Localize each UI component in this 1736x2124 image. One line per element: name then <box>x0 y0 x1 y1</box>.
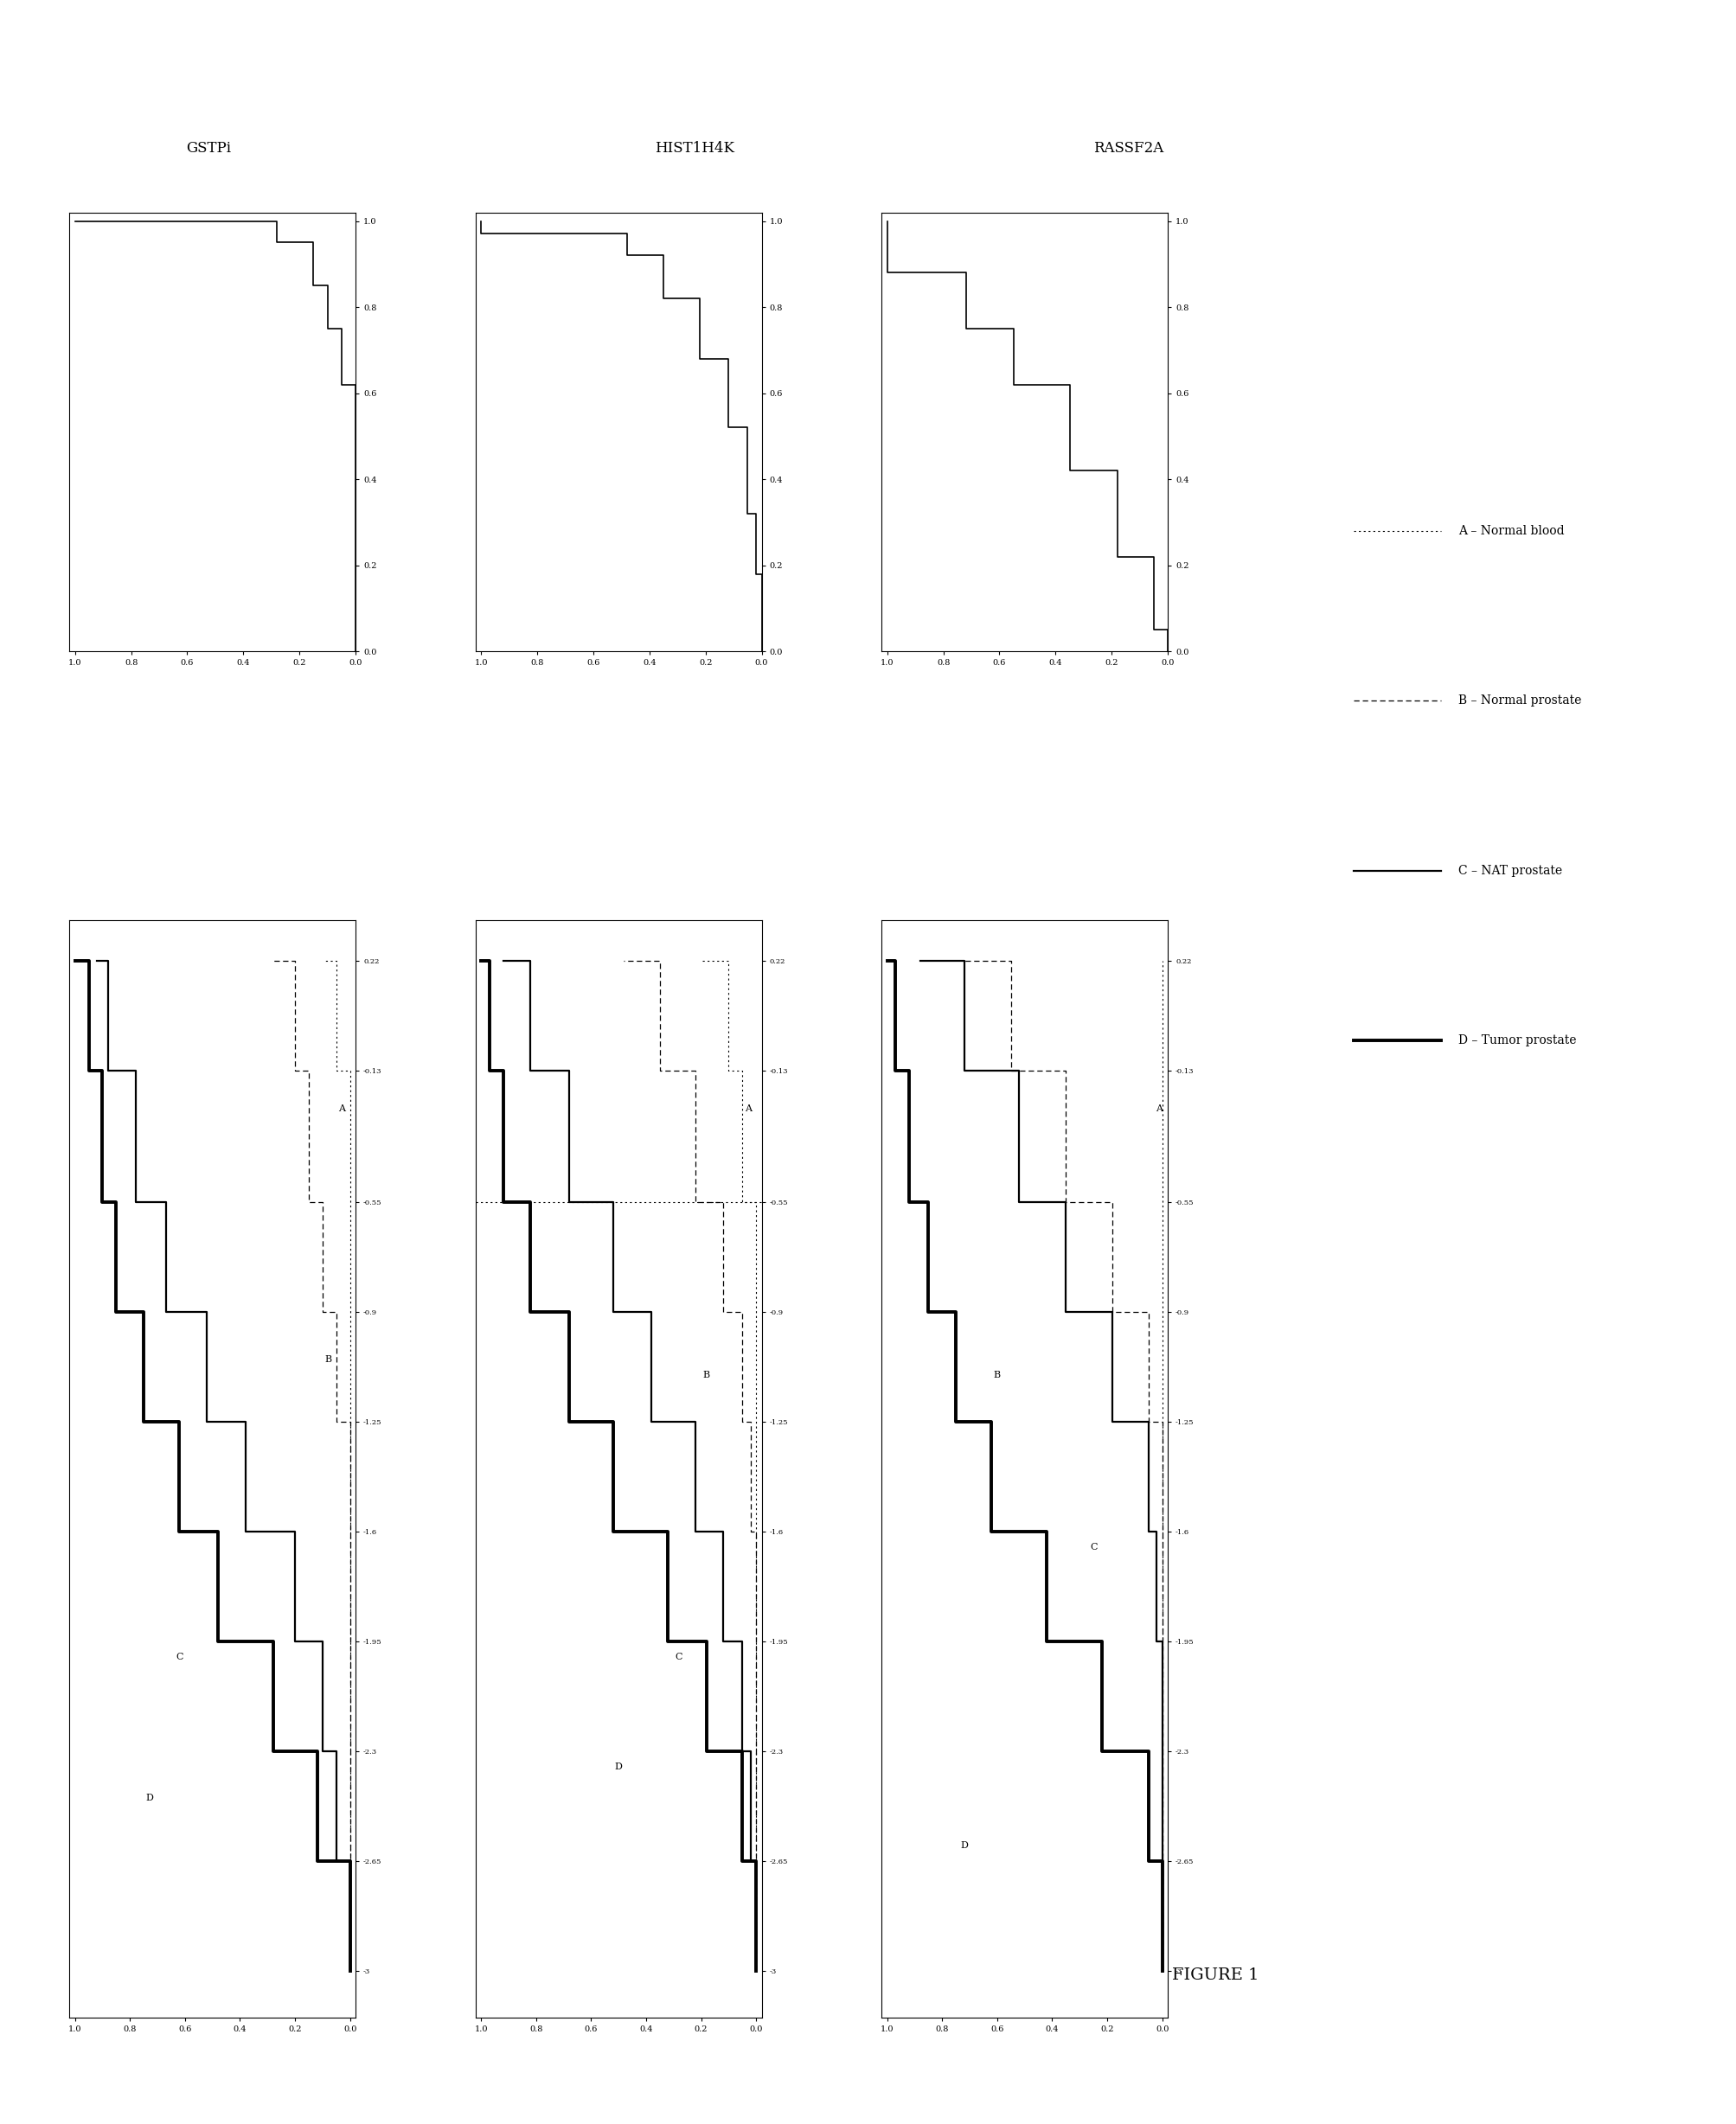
Text: B: B <box>993 1370 1000 1378</box>
Text: HIST1H4K: HIST1H4K <box>654 142 734 155</box>
Text: A – Normal blood: A – Normal blood <box>1458 525 1564 537</box>
Text: B: B <box>325 1355 332 1364</box>
Text: A: A <box>339 1104 345 1113</box>
Text: B: B <box>703 1370 710 1378</box>
Text: FIGURE 1: FIGURE 1 <box>1172 1967 1259 1984</box>
Text: A: A <box>745 1104 752 1113</box>
Text: C – NAT prostate: C – NAT prostate <box>1458 864 1562 877</box>
Text: GSTPi: GSTPi <box>186 142 231 155</box>
Text: D: D <box>960 1842 969 1850</box>
Text: B – Normal prostate: B – Normal prostate <box>1458 695 1581 707</box>
Text: RASSF2A: RASSF2A <box>1094 142 1163 155</box>
Text: D: D <box>615 1763 623 1771</box>
Text: D – Tumor prostate: D – Tumor prostate <box>1458 1034 1576 1047</box>
Text: D: D <box>146 1795 153 1803</box>
Text: C: C <box>1090 1544 1097 1553</box>
Text: C: C <box>675 1652 682 1661</box>
Text: C: C <box>175 1652 184 1661</box>
Text: A: A <box>1156 1104 1163 1113</box>
